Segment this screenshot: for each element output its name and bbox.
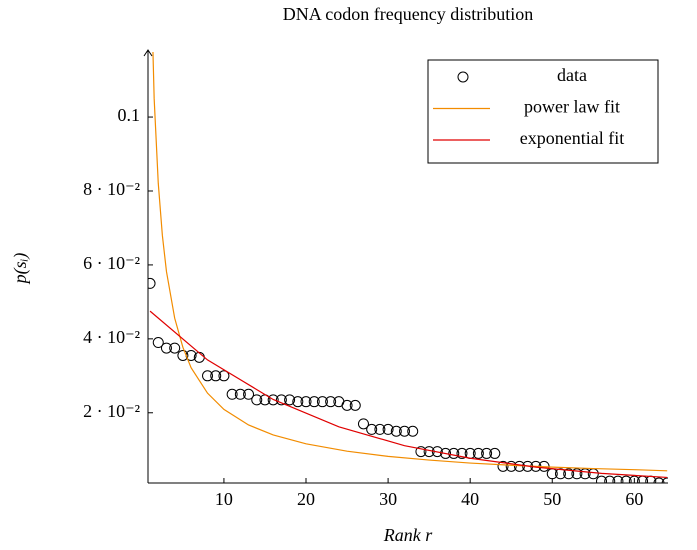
data-point xyxy=(267,394,279,406)
x-tick-label: 10 xyxy=(215,489,233,509)
data-point xyxy=(152,337,164,349)
data-point xyxy=(292,396,304,408)
axis-arrow xyxy=(143,49,153,57)
data-point xyxy=(440,447,452,459)
legend-box xyxy=(427,59,659,164)
data-point xyxy=(300,396,312,408)
y-tick-label: 2 · 10⁻² xyxy=(83,401,140,421)
x-tick-label: 30 xyxy=(379,489,397,509)
data-point xyxy=(390,425,402,437)
data-point xyxy=(481,447,493,459)
x-axis-label: Rank r xyxy=(383,525,433,545)
data-point xyxy=(275,394,287,406)
legend-label: data xyxy=(557,65,587,85)
data-point xyxy=(661,477,668,483)
data-point xyxy=(456,447,468,459)
data-point xyxy=(382,423,394,435)
x-tick-label: 50 xyxy=(543,489,561,509)
data-point xyxy=(210,370,222,382)
data-point xyxy=(628,475,640,483)
legend-marker xyxy=(457,71,469,83)
data-point xyxy=(308,396,320,408)
data-point xyxy=(489,447,501,459)
data-point xyxy=(653,477,665,483)
data-point xyxy=(218,370,230,382)
data-point xyxy=(448,447,460,459)
x-tick-label: 60 xyxy=(625,489,643,509)
data-point xyxy=(407,425,419,437)
data-point xyxy=(341,399,353,411)
data-point xyxy=(366,423,378,435)
data-point xyxy=(349,399,361,411)
data-point xyxy=(357,418,369,430)
data-point xyxy=(497,460,509,472)
legend-label: exponential fit xyxy=(520,128,624,148)
y-axis-label: p(sᵢ) xyxy=(10,253,31,286)
fit-line xyxy=(149,310,668,479)
data-point xyxy=(563,468,575,480)
y-tick-label: 0.1 xyxy=(118,105,141,125)
data-point xyxy=(316,396,328,408)
data-point xyxy=(554,468,566,480)
data-point xyxy=(202,370,214,382)
data-point xyxy=(243,388,255,400)
data-point xyxy=(399,425,411,437)
data-point xyxy=(620,475,632,483)
data-point xyxy=(284,394,296,406)
y-tick-label: 4 · 10⁻² xyxy=(83,327,140,347)
data-point xyxy=(612,475,624,483)
x-tick-label: 20 xyxy=(297,489,315,509)
data-point xyxy=(604,475,616,483)
plot-area xyxy=(148,52,668,483)
data-point xyxy=(177,349,189,361)
data-point xyxy=(415,446,427,458)
data-point xyxy=(374,423,386,435)
data-point xyxy=(571,468,583,480)
data-point xyxy=(251,394,263,406)
data-point xyxy=(472,447,484,459)
data-point xyxy=(160,342,172,354)
x-tick-label: 40 xyxy=(461,489,479,509)
data-point xyxy=(226,388,238,400)
data-point xyxy=(169,342,181,354)
data-point xyxy=(148,277,156,289)
data-point xyxy=(505,460,517,472)
data-point xyxy=(325,396,337,408)
data-point xyxy=(596,475,608,483)
y-tick-label: 8 · 10⁻² xyxy=(83,179,140,199)
legend-label: power law fit xyxy=(524,97,620,117)
chart-title: DNA codon frequency distribution xyxy=(283,4,533,24)
data-point xyxy=(234,388,246,400)
y-tick-label: 6 · 10⁻² xyxy=(83,253,140,273)
